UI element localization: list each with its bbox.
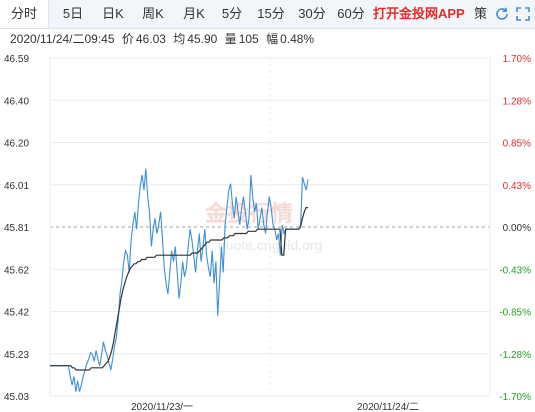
period-tabs: 分时 5日 日K 周K 月K 5分 15分 30分 60分 bbox=[0, 0, 535, 29]
price-label: 价 bbox=[121, 32, 134, 46]
watermark-url: quote.cngold.org bbox=[218, 237, 322, 253]
y-tick-right-8: -1.70% bbox=[499, 392, 531, 403]
tab-7[interactable]: 30分 bbox=[298, 6, 326, 21]
tab-3[interactable]: 周K bbox=[142, 6, 164, 21]
y-tick-left-6: 45.42 bbox=[4, 308, 29, 319]
y-tick-left-8: 45.03 bbox=[4, 392, 29, 403]
y-tick-left-1: 46.40 bbox=[4, 96, 29, 107]
tab-1[interactable]: 5日 bbox=[62, 6, 84, 21]
y-tick-left-4: 45.81 bbox=[4, 223, 29, 234]
price-value: 46.03 bbox=[135, 32, 166, 46]
y-tick-right-0: 1.70% bbox=[503, 54, 531, 65]
tab-2[interactable]: 日K bbox=[102, 6, 124, 21]
tab-0[interactable]: 分时 bbox=[0, 0, 49, 28]
avg-label: 均 bbox=[173, 32, 186, 46]
price-series-line bbox=[50, 168, 309, 392]
volume-label: 量 bbox=[224, 32, 237, 46]
y-tick-right-3: 0.43% bbox=[503, 181, 531, 192]
strategy-tab[interactable]: 策 bbox=[474, 6, 488, 21]
circle-arrow-icon[interactable] bbox=[494, 6, 510, 22]
open-app-link[interactable]: 打开金投网APP bbox=[373, 6, 465, 21]
amplitude-label: 幅 bbox=[266, 32, 279, 46]
x-label-day2: 2020/11/24/二 bbox=[357, 402, 419, 412]
y-tick-right-5: -0.43% bbox=[499, 265, 531, 276]
x-label-day1: 2020/11/23/一 bbox=[131, 402, 193, 412]
tab-6[interactable]: 15分 bbox=[257, 6, 285, 21]
tab-5[interactable]: 5分 bbox=[221, 6, 243, 21]
y-tick-left-3: 46.01 bbox=[4, 181, 29, 192]
volume-value: 105 bbox=[238, 32, 259, 46]
tab-8[interactable]: 60分 bbox=[337, 6, 365, 21]
fullscreen-icon[interactable] bbox=[515, 6, 531, 22]
quote-info-bar: 2020/11/24/二09:45 价 46.03 均 45.90 量 105 幅 0.… bbox=[10, 30, 318, 46]
y-tick-right-6: -0.85% bbox=[499, 308, 531, 319]
y-tick-left-5: 45.62 bbox=[4, 265, 29, 276]
y-tick-right-1: 1.28% bbox=[503, 96, 531, 107]
y-tick-left-0: 46.59 bbox=[4, 54, 29, 65]
avg-value: 45.90 bbox=[187, 32, 218, 46]
avg-series-line bbox=[50, 206, 308, 371]
intraday-chart[interactable]: 金投行情quote.cngold.org46.5946.4046.2046.01… bbox=[0, 48, 535, 412]
quote-datetime: 2020/11/24/二09:45 bbox=[10, 32, 115, 46]
tab-4[interactable]: 月K bbox=[183, 6, 205, 21]
y-tick-right-4: 0.00% bbox=[503, 223, 531, 234]
y-tick-left-7: 45.23 bbox=[4, 350, 29, 361]
y-tick-left-2: 46.20 bbox=[4, 139, 29, 150]
y-tick-right-2: 0.85% bbox=[503, 139, 531, 150]
amplitude-value: 0.48% bbox=[280, 32, 315, 46]
y-tick-right-7: -1.28% bbox=[499, 350, 531, 361]
